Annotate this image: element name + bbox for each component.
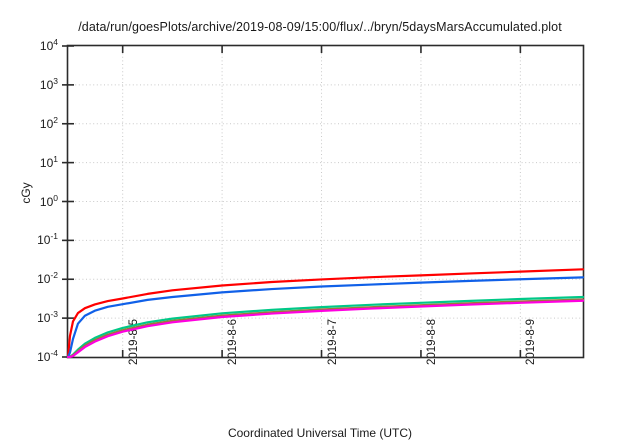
data-line-curve-1 (66, 268, 585, 359)
y-tick-label: 10-1 (37, 231, 58, 248)
axis-tick-marks (62, 45, 522, 358)
data-line-curve-4 (66, 298, 585, 359)
y-tick-label: 102 (39, 114, 58, 131)
y-tick-label: 101 (39, 153, 58, 170)
y-tick-label: 103 (39, 75, 58, 92)
y-tick-label: 104 (39, 37, 58, 53)
data-series (66, 268, 585, 359)
y-tick-label: 10-3 (37, 309, 58, 326)
data-line-curve-5 (66, 299, 585, 359)
y-tick-label: 10-2 (37, 270, 58, 287)
y-tick-label: 100 (39, 192, 58, 209)
data-line-curve-2 (66, 276, 585, 359)
plot-frame (66, 44, 585, 359)
plot-title: /data/run/goesPlots/archive/2019-08-09/1… (78, 20, 562, 34)
y-tick-label: 10-4 (37, 348, 58, 364)
x-axis-label: Coordinated Universal Time (UTC) (227, 426, 413, 440)
